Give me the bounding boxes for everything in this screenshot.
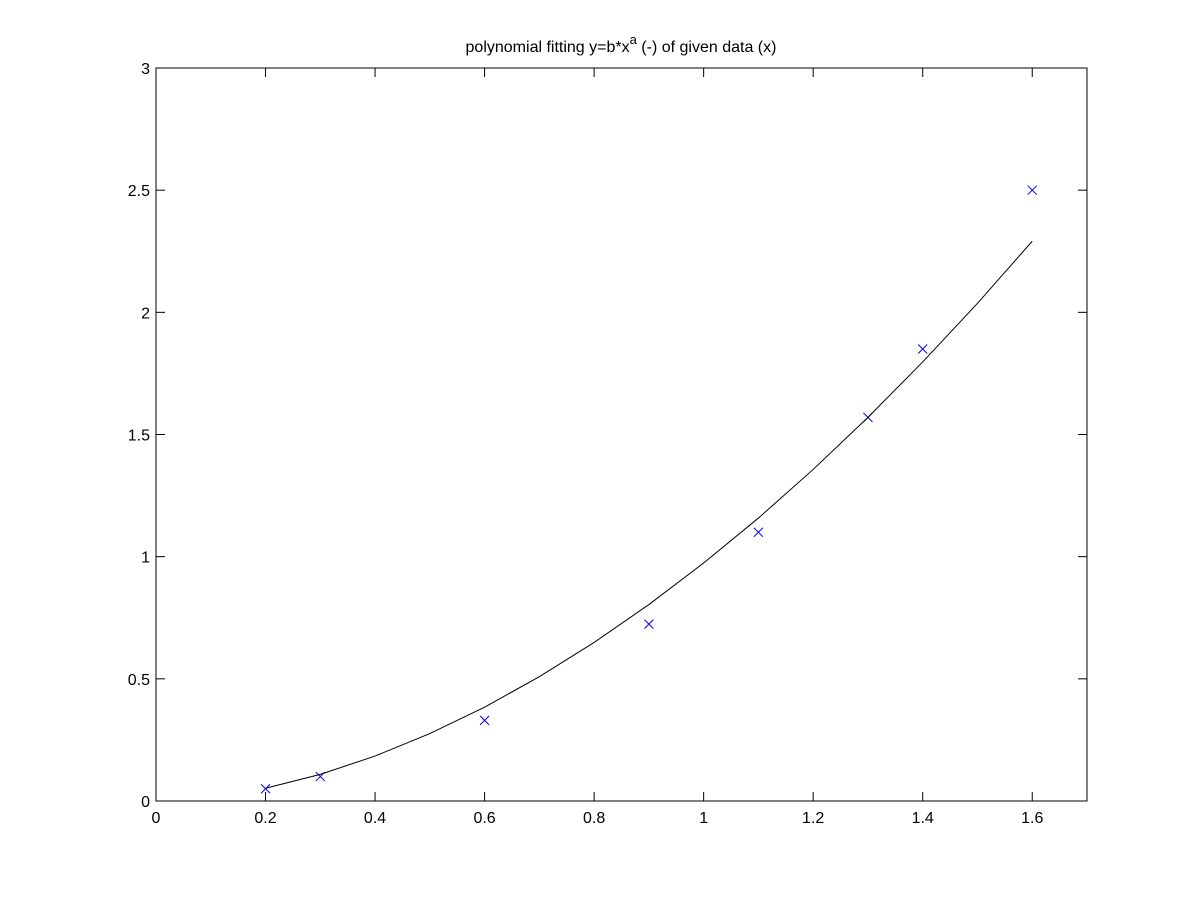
- y-tick-label: 0.5: [128, 672, 150, 689]
- y-tick-label: 0: [141, 794, 150, 811]
- title-superscript: a: [630, 32, 638, 47]
- marker: [753, 527, 764, 538]
- y-tick-label: 3: [141, 61, 150, 78]
- x-tick-label: 0.6: [473, 810, 495, 827]
- x-tick-label: 1.4: [912, 810, 934, 827]
- x-tick-label: 0.4: [364, 810, 386, 827]
- y-tick-label: 2: [141, 305, 150, 322]
- marker: [917, 344, 928, 354]
- x-tick-label: 1.2: [802, 810, 824, 827]
- x-tick-label: 0: [152, 810, 161, 827]
- fit-line: [265, 240, 1033, 789]
- marker: [644, 619, 654, 629]
- x-tick-label: 1: [699, 810, 708, 827]
- title-text: polynomial fitting y=b*x: [466, 39, 630, 56]
- y-tick-label: 1: [141, 550, 150, 567]
- y-tick-label: 1.5: [128, 428, 150, 445]
- title-text: (-) of given data (x): [637, 39, 777, 56]
- x-tick-label: 0.8: [583, 810, 605, 827]
- marker: [1027, 185, 1038, 196]
- marker: [479, 715, 490, 726]
- y-tick-label: 2.5: [128, 183, 150, 200]
- chart-title: polynomial fitting y=b*xa (-) of given d…: [466, 32, 777, 56]
- x-tick-label: 0.2: [254, 810, 276, 827]
- x-tick-label: 1.6: [1021, 810, 1043, 827]
- marker: [260, 783, 271, 794]
